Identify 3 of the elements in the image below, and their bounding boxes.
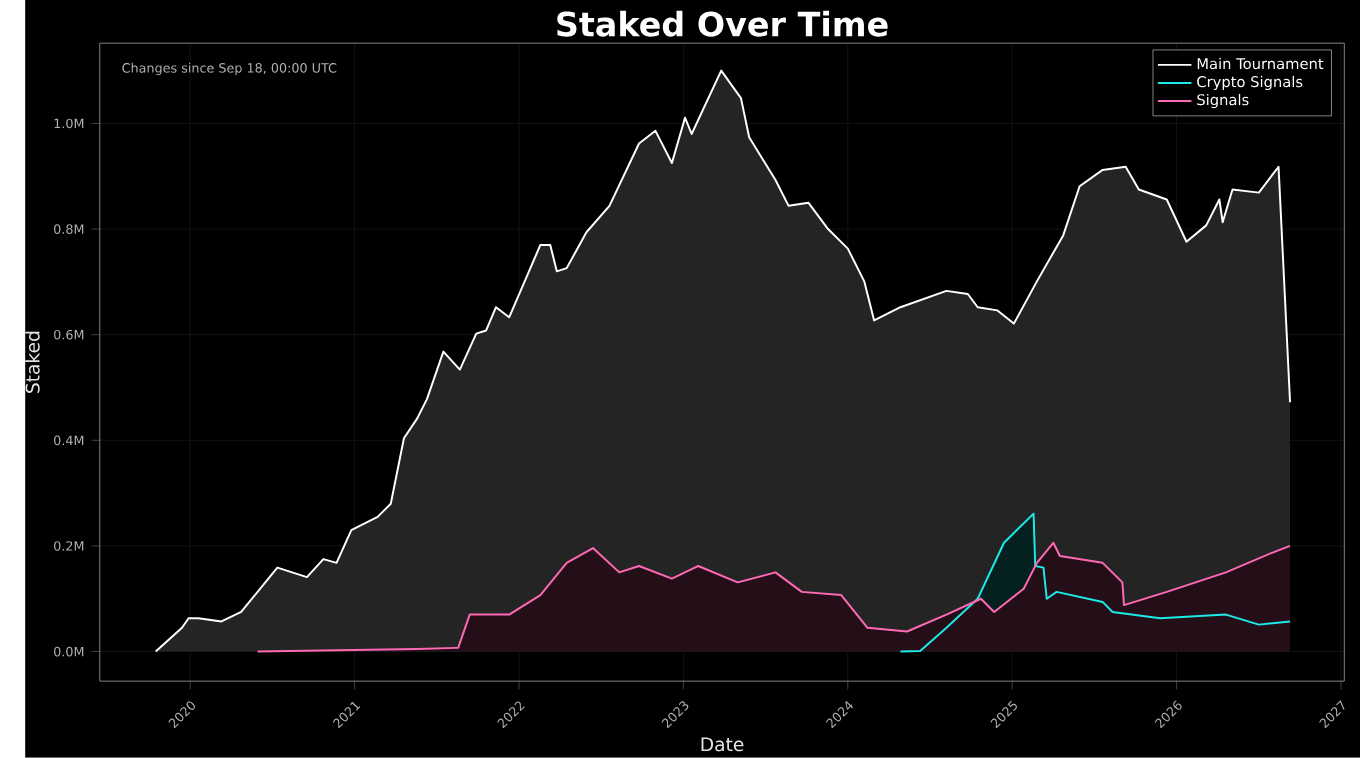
y-axis-title: Staked — [25, 331, 40, 393]
x-axis-title: Date — [701, 737, 744, 752]
chart-title: Staked Over Time — [557, 10, 888, 37]
